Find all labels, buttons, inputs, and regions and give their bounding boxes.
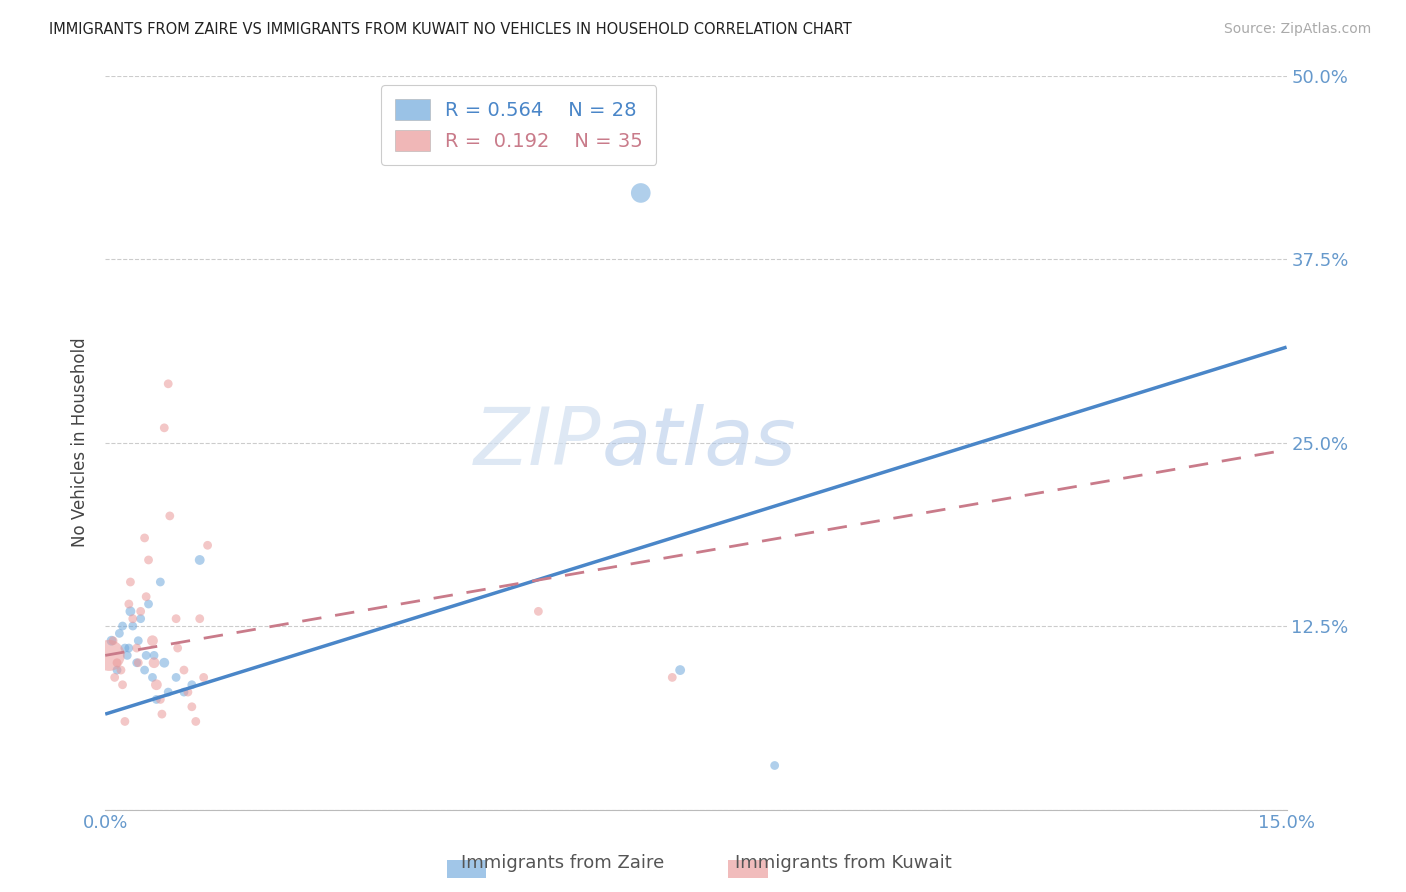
Point — [105, 663, 128, 677]
Point — [145, 692, 167, 706]
Point — [129, 612, 152, 626]
Point — [111, 678, 134, 692]
Point — [129, 604, 152, 618]
Point — [121, 619, 143, 633]
Point — [188, 612, 211, 626]
Point — [630, 186, 652, 200]
Point — [104, 670, 127, 684]
Point — [105, 656, 128, 670]
Point — [188, 553, 211, 567]
Point — [135, 590, 157, 604]
Legend: R = 0.564    N = 28, R =  0.192    N = 35: R = 0.564 N = 28, R = 0.192 N = 35 — [381, 86, 657, 165]
Point — [117, 648, 139, 663]
Point — [114, 714, 136, 729]
Point — [118, 597, 141, 611]
Point — [153, 656, 176, 670]
Point — [177, 685, 200, 699]
Point — [134, 663, 156, 677]
Point — [120, 604, 142, 618]
Point — [153, 421, 176, 435]
Point — [165, 670, 187, 684]
Point — [111, 619, 134, 633]
Point — [134, 531, 156, 545]
Point — [127, 633, 149, 648]
Point — [150, 707, 173, 722]
Point — [157, 376, 180, 391]
Point — [120, 574, 142, 589]
Y-axis label: No Vehicles in Household: No Vehicles in Household — [72, 338, 89, 548]
Point — [145, 678, 167, 692]
Point — [159, 508, 181, 523]
Point — [100, 633, 122, 648]
Point — [165, 612, 187, 626]
Point — [121, 612, 143, 626]
Text: atlas: atlas — [602, 403, 796, 482]
Point — [669, 663, 692, 677]
Text: ZIP: ZIP — [474, 403, 602, 482]
Point — [180, 678, 202, 692]
Point — [101, 633, 124, 648]
Point — [125, 641, 148, 656]
Text: IMMIGRANTS FROM ZAIRE VS IMMIGRANTS FROM KUWAIT NO VEHICLES IN HOUSEHOLD CORRELA: IMMIGRANTS FROM ZAIRE VS IMMIGRANTS FROM… — [49, 22, 852, 37]
Point — [127, 656, 149, 670]
Text: Source: ZipAtlas.com: Source: ZipAtlas.com — [1223, 22, 1371, 37]
Point — [661, 670, 683, 684]
Point — [143, 648, 166, 663]
Point — [173, 685, 195, 699]
Point — [149, 692, 172, 706]
Point — [138, 597, 160, 611]
Point — [108, 626, 131, 640]
Point — [149, 574, 172, 589]
Point — [527, 604, 550, 618]
Point — [98, 648, 121, 663]
Point — [141, 670, 163, 684]
Text: Immigrants from Kuwait: Immigrants from Kuwait — [735, 855, 952, 872]
Point — [135, 648, 157, 663]
Point — [180, 699, 202, 714]
Point — [166, 641, 188, 656]
Point — [193, 670, 215, 684]
Point — [141, 633, 163, 648]
Point — [118, 641, 141, 656]
Point — [763, 758, 786, 772]
Point — [138, 553, 160, 567]
Text: Immigrants from Zaire: Immigrants from Zaire — [461, 855, 664, 872]
Point — [125, 656, 148, 670]
Point — [184, 714, 207, 729]
Point — [143, 656, 166, 670]
Point — [114, 641, 136, 656]
Point — [157, 685, 180, 699]
Point — [197, 538, 219, 552]
Point — [110, 663, 132, 677]
Point — [173, 663, 195, 677]
